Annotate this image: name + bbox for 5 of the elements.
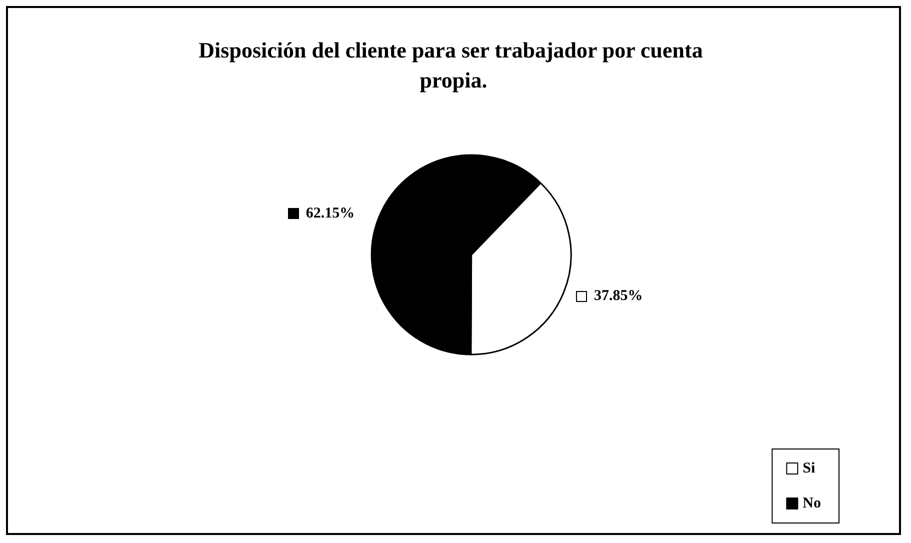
- data-label: 37.85%: [594, 288, 643, 304]
- data-label: 62.15%: [306, 205, 355, 222]
- legend-label: Si: [802, 460, 816, 476]
- legend-label: No: [802, 496, 822, 512]
- chart-title: Disposición del cliente para ser trabajador por cuenta propia.: [198, 38, 708, 92]
